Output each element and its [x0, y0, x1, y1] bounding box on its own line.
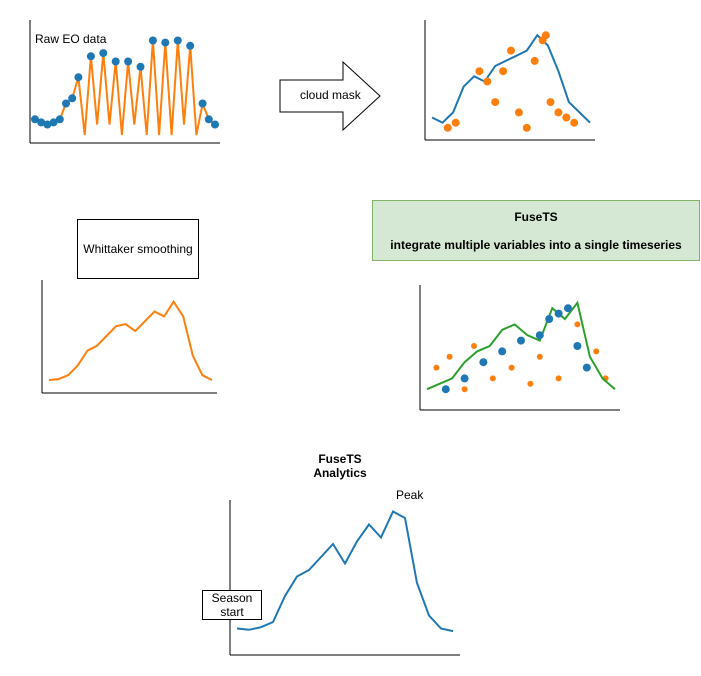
fusets-orange-point	[489, 375, 496, 382]
raw-eo-chart	[29, 20, 220, 144]
analytics-chart	[229, 500, 460, 656]
fusets-blue-point	[554, 309, 563, 318]
raw-data-point	[74, 73, 83, 82]
cloud-data-point	[554, 108, 563, 117]
raw-data-point	[99, 49, 108, 58]
raw-data-point	[173, 36, 182, 45]
season-start-1: Season	[211, 591, 253, 605]
peak-label: Peak	[396, 488, 424, 502]
fusets-orange-point	[527, 380, 534, 387]
fusets-orange-point	[574, 321, 581, 328]
fusets-blue-point	[441, 385, 450, 394]
cloud-data-point	[541, 31, 550, 40]
fusets-orange-point	[461, 386, 468, 393]
raw-data-point	[186, 41, 195, 50]
cloud-data-point	[475, 67, 484, 76]
cloud-data-point	[514, 108, 523, 117]
raw-data-point	[211, 120, 219, 129]
whittaker-chart	[41, 280, 217, 394]
fusets-orange-point	[593, 348, 600, 355]
cloud-data-point	[570, 118, 579, 127]
fusets-orange-point	[471, 343, 477, 349]
cloud-data-point	[530, 56, 539, 65]
raw-data-point	[161, 38, 170, 47]
raw-data-point	[49, 118, 58, 127]
fusets-subtitle: integrate multiple variables into a sing…	[390, 238, 682, 252]
raw-data-point	[198, 99, 207, 108]
fusets-orange-point	[446, 353, 453, 360]
fusets-blue-point	[582, 363, 591, 372]
raw-eo-label: Raw EO data	[35, 32, 107, 46]
raw-data-point	[86, 52, 95, 61]
whittaker-label: Whittaker smoothing	[77, 219, 199, 279]
season-start-box: Season start	[202, 590, 262, 620]
fusets-blue-point	[564, 304, 572, 313]
cloud-data-point	[483, 77, 492, 86]
fusets-box: FuseTS integrate multiple variables into…	[372, 200, 700, 261]
fusets-blue-point	[573, 342, 582, 350]
cloud-mask-chart	[424, 20, 595, 141]
fusets-title: FuseTS	[514, 210, 558, 224]
raw-data-point	[55, 115, 64, 124]
fusets-blue-point	[460, 374, 469, 383]
raw-data-point	[204, 115, 213, 124]
raw-data-point	[124, 57, 133, 66]
cloud-data-point	[491, 98, 500, 107]
fusets-blue-point	[479, 358, 488, 367]
cloud-data-point	[562, 113, 571, 122]
season-start-2: start	[220, 605, 244, 619]
raw-data-point	[136, 62, 145, 71]
fusets-blue-point	[535, 331, 544, 340]
fusets-blue-point	[517, 336, 525, 345]
raw-data-point	[148, 36, 157, 45]
fusets-orange-point	[508, 364, 515, 371]
analytics-title-1: FuseTS	[318, 452, 362, 466]
cloud-data-point	[522, 123, 531, 132]
fusets-chart	[419, 285, 620, 411]
cloud-data-point	[507, 46, 515, 55]
cloud-data-point	[451, 118, 460, 127]
cloud-data-point	[443, 123, 452, 132]
raw-data-point	[37, 118, 46, 127]
raw-data-point	[43, 120, 52, 129]
cloud-mask-label: cloud mask	[300, 88, 361, 102]
raw-data-point	[111, 57, 120, 66]
raw-data-point	[31, 115, 39, 124]
cloud-mask-arrow	[279, 60, 381, 132]
cloud-data-point	[546, 98, 555, 107]
analytics-title-2: Analytics	[313, 466, 367, 480]
raw-data-point	[68, 94, 77, 103]
fusets-blue-point	[498, 347, 507, 356]
raw-data-point	[62, 99, 70, 108]
fusets-orange-point	[433, 364, 440, 371]
cloud-data-point	[499, 67, 508, 76]
fusets-orange-point	[536, 353, 543, 360]
analytics-title: FuseTS Analytics	[290, 452, 390, 480]
fusets-orange-point	[555, 375, 562, 382]
fusets-blue-point	[545, 315, 554, 323]
